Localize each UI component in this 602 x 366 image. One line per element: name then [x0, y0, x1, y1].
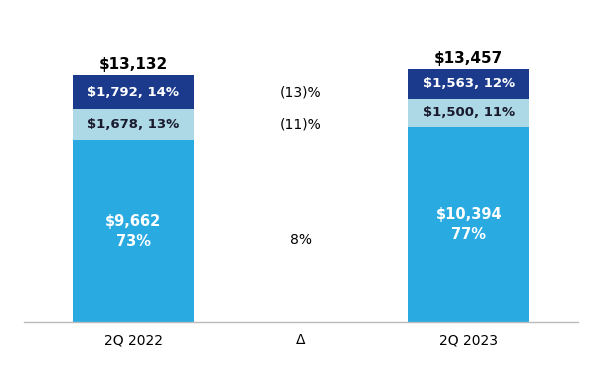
Bar — [408, 98, 529, 127]
Bar — [73, 141, 194, 322]
Text: $1,678, 13%: $1,678, 13% — [87, 118, 179, 131]
Bar — [408, 69, 529, 98]
Text: $1,563, 12%: $1,563, 12% — [423, 77, 515, 90]
Text: $10,394
77%: $10,394 77% — [435, 207, 502, 242]
Text: $13,132: $13,132 — [99, 57, 168, 72]
Text: $1,792, 14%: $1,792, 14% — [87, 86, 179, 98]
Text: 8%: 8% — [290, 234, 312, 247]
Text: $13,457: $13,457 — [434, 51, 503, 66]
Bar — [73, 109, 194, 141]
Text: (11)%: (11)% — [280, 118, 322, 132]
Text: (13)%: (13)% — [280, 85, 322, 99]
Text: $1,500, 11%: $1,500, 11% — [423, 106, 515, 119]
Bar — [408, 127, 529, 322]
Bar — [73, 75, 194, 109]
Text: $9,662
73%: $9,662 73% — [105, 214, 161, 249]
